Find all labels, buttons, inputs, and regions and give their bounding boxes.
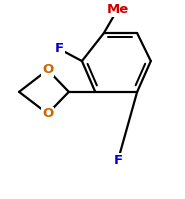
Text: F: F — [55, 42, 64, 56]
Text: O: O — [42, 107, 53, 120]
Text: O: O — [42, 63, 53, 76]
Text: F: F — [113, 154, 123, 167]
Text: Me: Me — [107, 3, 129, 16]
